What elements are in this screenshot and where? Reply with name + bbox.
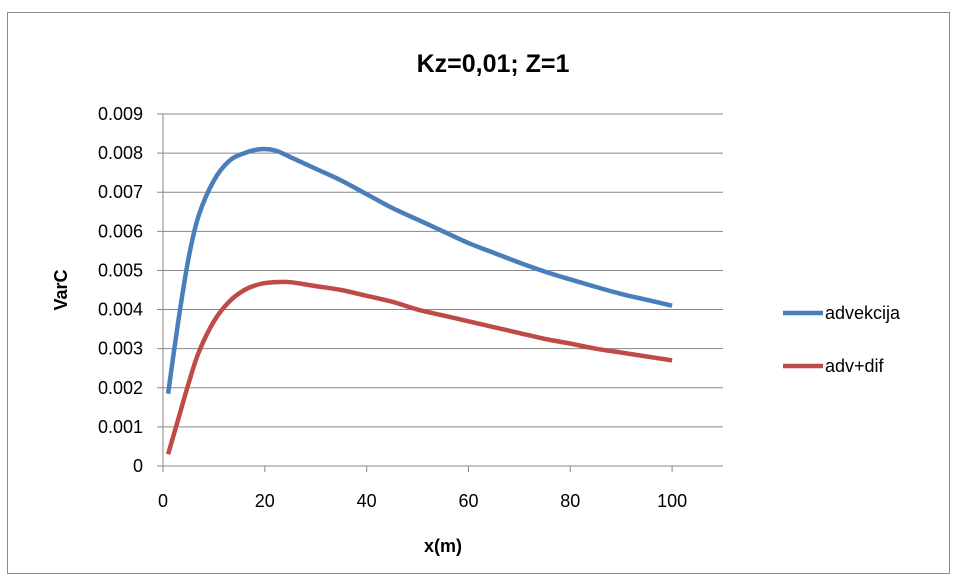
chart-frame xyxy=(7,12,950,574)
legend-label: adv+dif xyxy=(825,356,885,376)
y-tick-label: 0.003 xyxy=(98,339,143,359)
x-tick-label: 0 xyxy=(158,491,168,511)
y-tick-labels: 0 0.001 0.002 0.003 0.004 0.005 0.006 0.007 0.00… xyxy=(98,104,143,476)
x-tick-label: 20 xyxy=(255,491,275,511)
grid-lines xyxy=(163,113,723,428)
y-tick-label: 0.002 xyxy=(98,378,143,398)
legend: advekcija adv+dif xyxy=(783,303,901,376)
y-tick-label: 0.005 xyxy=(98,260,143,280)
series-line-adv-dif xyxy=(165,279,673,455)
y-tick-label: 0.001 xyxy=(98,417,143,437)
y-tick-label: 0.007 xyxy=(98,182,143,202)
x-tick-labels: 0 20 40 60 80 100 xyxy=(158,491,687,511)
y-axis-title: VarC xyxy=(51,269,71,310)
chart-title: Kz=0,01; Z=1 xyxy=(417,50,570,78)
x-tick-label: 40 xyxy=(357,491,377,511)
x-tick-label: 80 xyxy=(560,491,580,511)
y-tick-label: 0.008 xyxy=(98,143,143,163)
y-tick-label: 0.009 xyxy=(98,104,143,124)
legend-label: advekcija xyxy=(825,303,901,323)
y-tick-label: 0.004 xyxy=(98,300,143,320)
axes xyxy=(157,113,723,472)
x-tick-label: 100 xyxy=(657,491,687,511)
series-line-advekcija xyxy=(165,146,673,394)
series-lines xyxy=(165,146,673,455)
x-tick-label: 60 xyxy=(458,491,478,511)
y-tick-label: 0.006 xyxy=(98,221,143,241)
x-axis-title: x(m) xyxy=(424,536,462,556)
y-tick-label: 0 xyxy=(133,456,143,476)
